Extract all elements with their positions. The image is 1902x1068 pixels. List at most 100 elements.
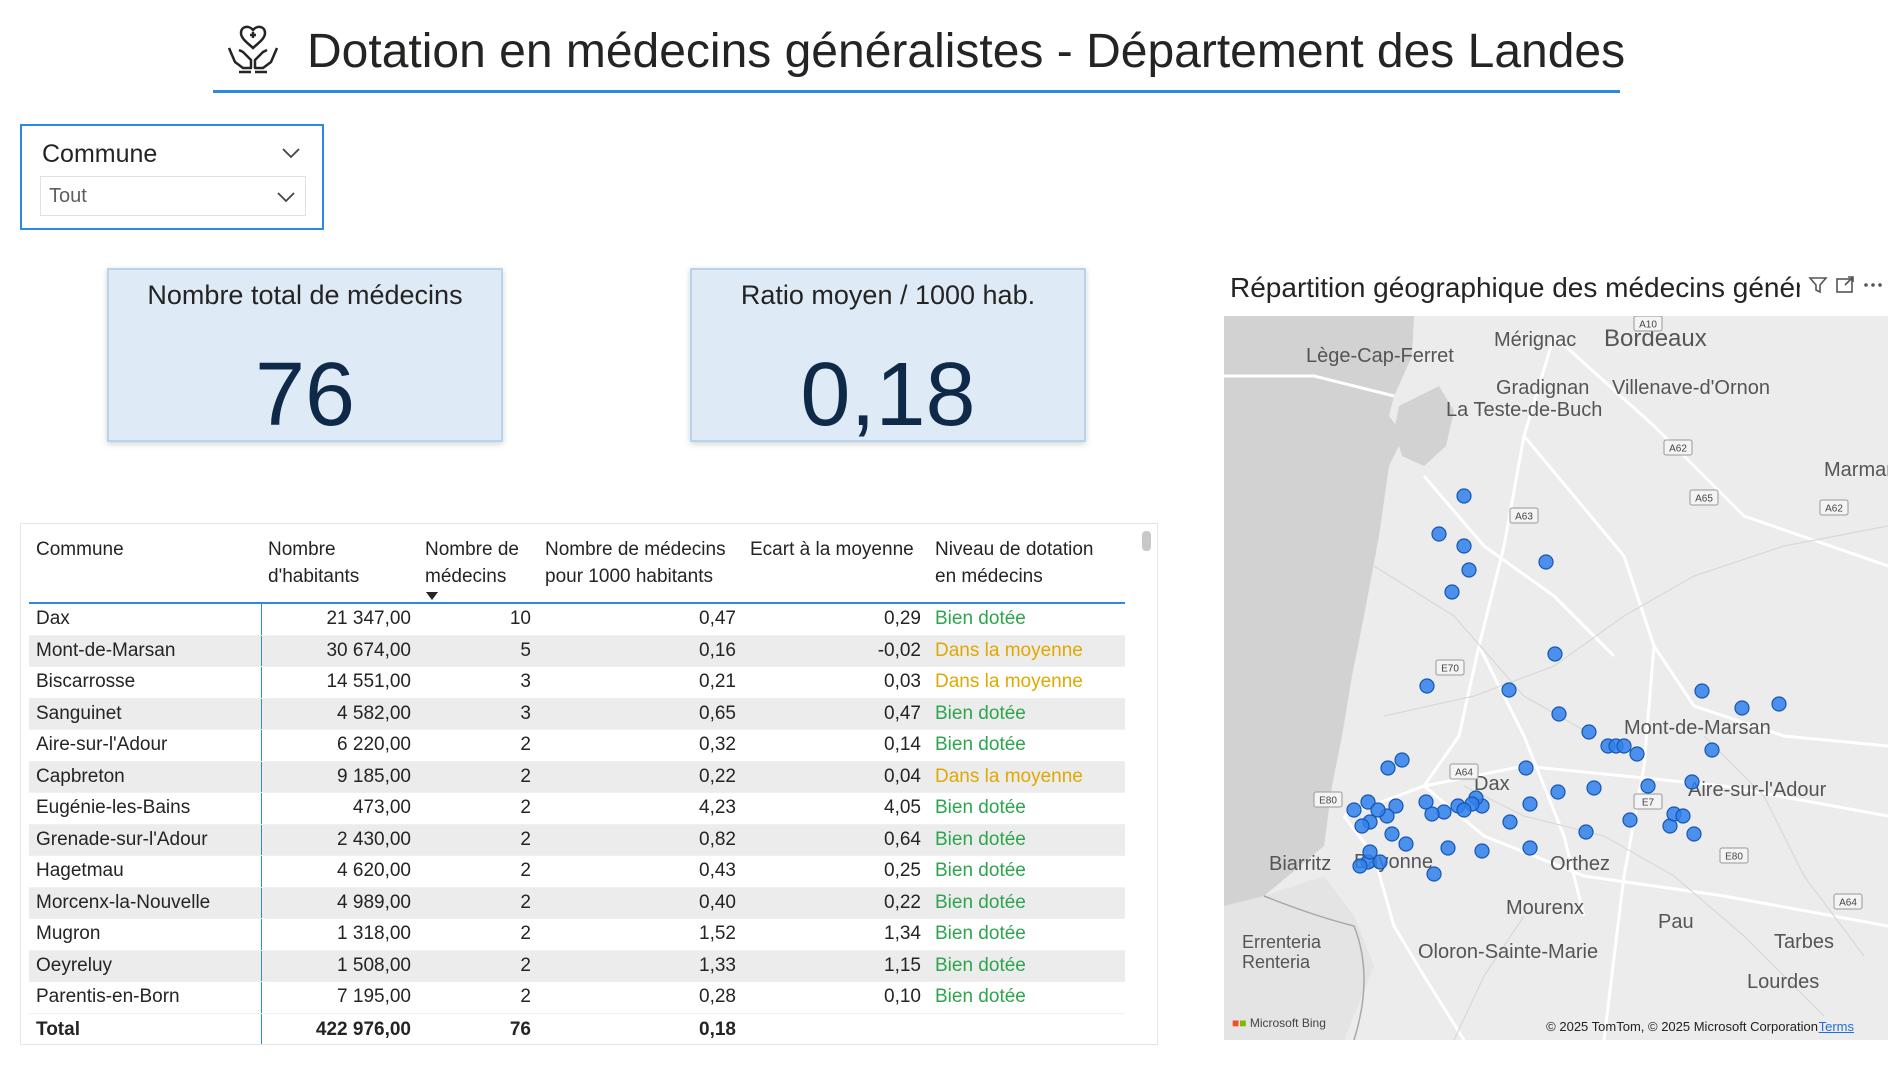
map-terms-link[interactable]: Terms xyxy=(1818,1019,1854,1034)
table-row[interactable]: Mugron 1 318,00 2 1,52 1,34 Bien dotée xyxy=(29,918,1125,951)
map-place-label: Tarbes xyxy=(1774,931,1834,953)
doctor-location-marker[interactable] xyxy=(1684,774,1700,790)
doctor-location-marker[interactable] xyxy=(1640,778,1656,794)
doctor-location-marker[interactable] xyxy=(1456,802,1472,818)
cell-ratio: 0,22 xyxy=(538,761,743,793)
doctor-location-marker[interactable] xyxy=(1384,826,1400,842)
column-header-inhabitants[interactable]: Nombre d'habitants xyxy=(261,528,418,604)
page-title: Dotation en médecins généralistes - Dépa… xyxy=(307,25,1626,78)
doctor-location-marker[interactable] xyxy=(1346,802,1362,818)
table-row[interactable]: Grenade-sur-l'Adour 2 430,00 2 0,82 0,64 Bien… xyxy=(29,824,1125,856)
table-row[interactable]: Parentis-en-Born 7 195,00 2 0,28 0,10 Bien do… xyxy=(29,981,1125,1014)
doctor-location-marker[interactable] xyxy=(1474,843,1490,859)
svg-text:A63: A63 xyxy=(1515,512,1533,523)
column-header-gap[interactable]: Ecart à la moyenne xyxy=(743,528,928,604)
commune-dropdown[interactable]: Tout xyxy=(40,176,306,216)
table-scrollbar[interactable] xyxy=(1142,531,1151,551)
chevron-down-icon[interactable] xyxy=(280,142,302,164)
doctor-location-marker[interactable] xyxy=(1444,584,1460,600)
road-shield: E7 xyxy=(1633,793,1663,810)
map-basemap[interactable]: Mérignac BordeauxLège-Cap-FerretGradignan… xyxy=(1224,316,1888,1040)
doctor-location-marker[interactable] xyxy=(1440,840,1456,856)
table-row[interactable]: Capbreton 9 185,00 2 0,22 0,04 Dans la moyenn… xyxy=(29,761,1125,793)
doctor-location-marker[interactable] xyxy=(1372,854,1388,870)
chevron-down-icon[interactable] xyxy=(275,186,297,208)
map-visual[interactable]: Répartition géographique des médecins gé… xyxy=(1216,268,1892,1042)
doctor-location-marker[interactable] xyxy=(1456,538,1472,554)
filter-icon[interactable] xyxy=(1807,274,1829,296)
doctor-location-marker[interactable] xyxy=(1622,812,1638,828)
doctor-location-marker[interactable] xyxy=(1581,724,1597,740)
doctor-location-marker[interactable] xyxy=(1424,806,1440,822)
commune-slicer[interactable]: Commune Tout xyxy=(20,124,324,230)
doctor-location-marker[interactable] xyxy=(1551,706,1567,722)
doctor-location-marker[interactable] xyxy=(1734,700,1750,716)
doctor-location-marker[interactable] xyxy=(1501,682,1517,698)
doctor-location-marker[interactable] xyxy=(1380,760,1396,776)
cell-doctors: 2 xyxy=(418,761,538,793)
doctor-location-marker[interactable] xyxy=(1522,796,1538,812)
doctor-location-marker[interactable] xyxy=(1456,488,1472,504)
column-header-label: Nombre de médecins xyxy=(425,539,519,587)
table-row[interactable]: Dax 21 347,00 10 0,47 0,29 Bien dotée xyxy=(29,603,1125,636)
doctor-location-marker[interactable] xyxy=(1360,794,1376,810)
cell-ratio: 0,47 xyxy=(538,603,743,636)
table-row[interactable]: Eugénie-les-Bains 473,00 2 4,23 4,05 Bien dot… xyxy=(29,792,1125,825)
doctor-location-marker[interactable] xyxy=(1398,836,1414,852)
cell-gap: 1,15 xyxy=(743,950,928,982)
focus-mode-icon[interactable] xyxy=(1834,274,1856,296)
table-row[interactable]: Morcenx-la-Nouvelle 4 989,00 2 0,40 0,22 Bien… xyxy=(29,887,1125,919)
column-header-level[interactable]: Niveau de dotation en médecins xyxy=(928,528,1125,604)
doctor-location-marker[interactable] xyxy=(1616,738,1632,754)
svg-text:E70: E70 xyxy=(1441,664,1459,675)
doctor-location-marker[interactable] xyxy=(1431,526,1447,542)
svg-text:E7: E7 xyxy=(1642,798,1655,809)
table-row[interactable]: Oeyreluy 1 508,00 2 1,33 1,15 Bien dotée xyxy=(29,950,1125,982)
map-place-label: Villenave-d'Ornon xyxy=(1612,377,1770,399)
map-canvas[interactable]: Mérignac Bordeaux Lège-Cap-Ferret Gradignan… xyxy=(1224,316,1888,1040)
doctor-location-marker[interactable] xyxy=(1578,824,1594,840)
doctor-location-marker[interactable] xyxy=(1354,818,1370,834)
cell-level: Bien dotée xyxy=(928,729,1125,762)
column-header-ratio[interactable]: Nombre de médecins pour 1000 habitants xyxy=(538,528,743,604)
column-header-commune[interactable]: Commune xyxy=(29,528,261,604)
doctor-location-marker[interactable] xyxy=(1394,752,1410,768)
column-header-doctors[interactable]: Nombre de médecins xyxy=(418,528,538,604)
doctor-location-marker[interactable] xyxy=(1550,784,1566,800)
doctor-location-marker[interactable] xyxy=(1388,798,1404,814)
doctor-location-marker[interactable] xyxy=(1675,808,1691,824)
doctor-location-marker[interactable] xyxy=(1502,814,1518,830)
doctor-location-marker[interactable] xyxy=(1419,678,1435,694)
cell-level: Bien dotée xyxy=(928,855,1125,888)
communes-table[interactable]: Commune Nombre d'habitants Nombre de méd… xyxy=(20,523,1158,1045)
kpi-label: Ratio moyen / 1000 hab. xyxy=(740,280,1036,310)
doctor-location-marker[interactable] xyxy=(1547,646,1563,662)
doctor-location-marker[interactable] xyxy=(1418,794,1434,810)
doctor-location-marker[interactable] xyxy=(1586,780,1602,796)
table-row[interactable]: Sanguinet 4 582,00 3 0,65 0,47 Bien dotée xyxy=(29,698,1125,730)
table-header-row: Commune Nombre d'habitants Nombre de méd… xyxy=(29,528,1125,604)
doctor-location-marker[interactable] xyxy=(1522,840,1538,856)
table-row[interactable]: Hagetmau 4 620,00 2 0,43 0,25 Bien dotée xyxy=(29,855,1125,888)
doctor-location-marker[interactable] xyxy=(1694,683,1710,699)
table-row[interactable]: Aire-sur-l'Adour 6 220,00 2 0,32 0,14 Bien do… xyxy=(29,729,1125,762)
total-empty xyxy=(928,1013,1125,1044)
map-place-label: Orthez xyxy=(1550,853,1610,875)
cell-doctors: 2 xyxy=(418,855,538,888)
doctor-location-marker[interactable] xyxy=(1362,844,1378,860)
table-row[interactable]: Mont-de-Marsan 30 674,00 5 0,16 -0,02 Dans la… xyxy=(29,635,1125,667)
doctor-location-marker[interactable] xyxy=(1771,696,1787,712)
doctor-location-marker[interactable] xyxy=(1370,802,1386,818)
doctor-location-marker[interactable] xyxy=(1629,746,1645,762)
doctor-location-marker[interactable] xyxy=(1518,760,1534,776)
doctor-location-marker[interactable] xyxy=(1426,866,1442,882)
doctor-location-marker[interactable] xyxy=(1686,826,1702,842)
doctor-location-marker[interactable] xyxy=(1352,858,1368,874)
table-row[interactable]: Biscarrosse 14 551,00 3 0,21 0,03 Dans la moy… xyxy=(29,666,1125,699)
doctor-location-marker[interactable] xyxy=(1538,554,1554,570)
doctor-location-marker[interactable] xyxy=(1461,562,1477,578)
more-options-icon[interactable] xyxy=(1862,274,1884,296)
cell-gap: 0,10 xyxy=(743,981,928,1014)
doctor-location-marker[interactable] xyxy=(1704,742,1720,758)
road-shield: A65 xyxy=(1689,489,1719,506)
